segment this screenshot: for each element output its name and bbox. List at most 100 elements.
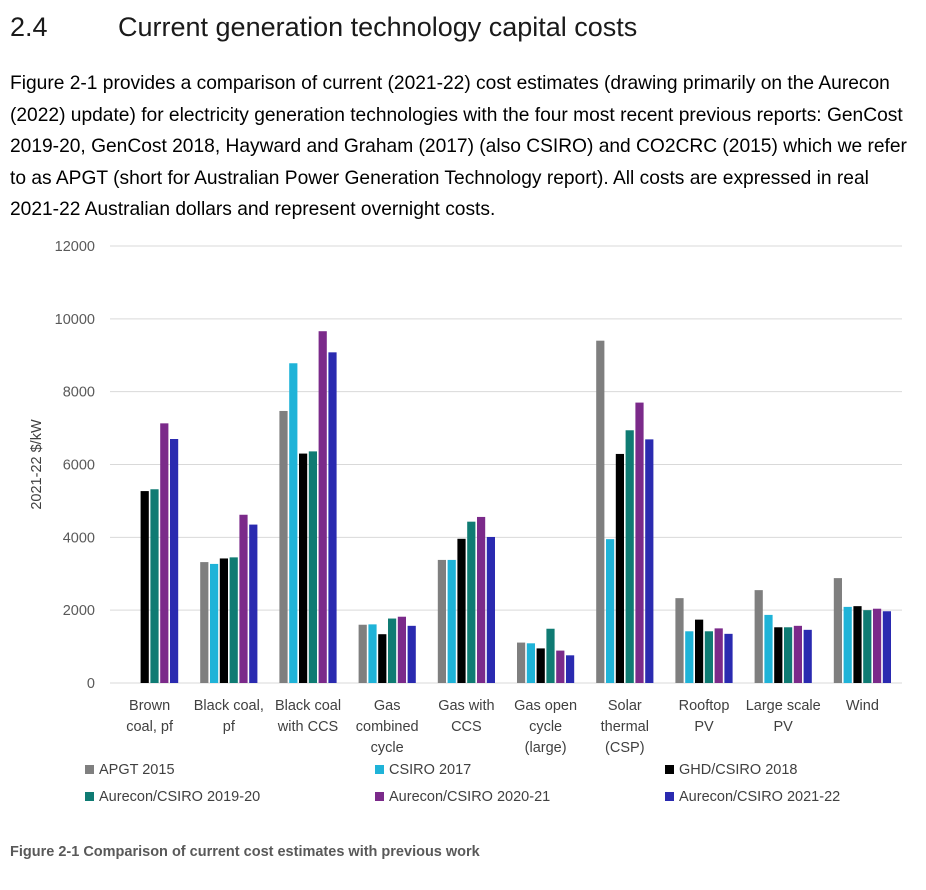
- bar: [882, 611, 891, 683]
- x-category-label: PV: [774, 719, 794, 735]
- chart-legend: APGT 2015 CSIRO 2017 GHD/CSIRO 2018 Aurecon…: [85, 762, 840, 805]
- bar: [596, 340, 605, 683]
- x-category-label: PV: [694, 719, 714, 735]
- x-category-label: combined: [356, 719, 419, 735]
- bar: [625, 430, 634, 683]
- intro-paragraph: Figure 2-1 provides a comparison of curr…: [10, 73, 907, 220]
- legend-swatch: [375, 792, 384, 801]
- x-category-label: (large): [525, 740, 567, 756]
- section-heading: 2.4 Current generation technology capital…: [10, 12, 637, 43]
- legend-label: Aurecon/CSIRO 2019-20: [99, 789, 260, 805]
- capital-cost-bar-chart: 0 2000 4000 6000 8000 10000 12000 Brown coal, p…: [29, 239, 902, 805]
- bar: [170, 439, 179, 683]
- bar: [784, 627, 793, 683]
- bar: [724, 633, 733, 683]
- bar: [477, 516, 486, 683]
- bar: [467, 521, 476, 683]
- section-number: 2.4: [10, 12, 48, 42]
- legend-swatch: [375, 765, 384, 774]
- bar: [863, 610, 872, 683]
- x-category-label: cycle: [529, 719, 562, 735]
- x-category-label: with CCS: [277, 719, 338, 735]
- bar: [774, 627, 783, 683]
- bar: [645, 439, 654, 683]
- y-tick-label: 4000: [63, 530, 95, 546]
- x-category-label: coal, pf: [126, 719, 174, 735]
- legend-swatch: [665, 792, 674, 801]
- bar: [714, 628, 723, 683]
- bar: [486, 536, 495, 683]
- bar: [566, 655, 575, 683]
- bar: [200, 562, 209, 683]
- bar: [318, 331, 327, 683]
- bar: [843, 606, 852, 683]
- bar: [635, 402, 644, 683]
- legend-label: Aurecon/CSIRO 2020-21: [389, 789, 550, 805]
- bar: [368, 624, 377, 683]
- bar: [279, 410, 288, 683]
- y-tick-label: 0: [87, 676, 95, 692]
- bar: [397, 616, 406, 683]
- bar: [219, 558, 228, 683]
- bar: [853, 606, 862, 683]
- bar: [140, 491, 149, 683]
- bar: [328, 352, 337, 683]
- bar: [675, 598, 684, 683]
- x-category-label: Solar: [608, 698, 642, 714]
- bar: [803, 629, 812, 683]
- bar: [764, 614, 773, 683]
- bar: [546, 628, 555, 683]
- bar: [793, 625, 802, 683]
- bar: [378, 634, 387, 683]
- bar: [556, 650, 565, 683]
- x-axis-categories: Brown coal, pf Black coal, pf Black coal with…: [126, 698, 879, 756]
- bar: [704, 631, 713, 683]
- bar: [695, 619, 704, 683]
- bar: [239, 514, 248, 683]
- x-category-label: Gas: [374, 698, 401, 714]
- y-tick-label: 2000: [63, 603, 95, 619]
- legend-label: CSIRO 2017: [389, 762, 471, 778]
- bar: [606, 539, 615, 683]
- x-category-label: (CSP): [605, 740, 644, 756]
- bar: [457, 538, 466, 683]
- x-category-label: pf: [223, 719, 236, 735]
- x-category-label: CCS: [451, 719, 482, 735]
- bar: [299, 453, 308, 683]
- y-tick-label: 12000: [55, 239, 95, 255]
- y-tick-label: 8000: [63, 385, 95, 401]
- y-axis-ticks: 0 2000 4000 6000 8000 10000 12000: [55, 239, 95, 692]
- legend-label: GHD/CSIRO 2018: [679, 762, 797, 778]
- figure-caption: Figure 2-1 Comparison of current cost es…: [10, 844, 480, 860]
- legend-label: APGT 2015: [99, 762, 175, 778]
- bar: [289, 363, 298, 683]
- chart-bars: [140, 331, 891, 683]
- legend-swatch: [665, 765, 674, 774]
- legend-swatch: [85, 792, 94, 801]
- bar: [210, 563, 219, 683]
- bar: [685, 631, 694, 683]
- x-category-label: thermal: [601, 719, 649, 735]
- bar: [358, 624, 367, 683]
- x-category-label: cycle: [371, 740, 404, 756]
- bar: [754, 590, 763, 683]
- bar: [615, 453, 624, 683]
- x-category-label: Rooftop: [679, 698, 730, 714]
- bar: [308, 451, 317, 683]
- y-tick-label: 6000: [63, 458, 95, 474]
- y-axis-label: 2021-22 $/kW: [29, 419, 45, 510]
- bar: [407, 625, 416, 683]
- x-category-label: Gas with: [438, 698, 494, 714]
- x-category-label: Black coal: [275, 698, 341, 714]
- x-category-label: Black coal,: [194, 698, 264, 714]
- y-tick-label: 10000: [55, 312, 95, 328]
- chart-gridlines: [110, 245, 902, 684]
- bar: [249, 524, 258, 683]
- bar: [229, 557, 238, 683]
- bar: [447, 559, 456, 683]
- bar: [388, 618, 397, 683]
- bar: [437, 559, 446, 683]
- bar: [873, 608, 882, 683]
- bar: [150, 489, 159, 683]
- x-category-label: Gas open: [514, 698, 577, 714]
